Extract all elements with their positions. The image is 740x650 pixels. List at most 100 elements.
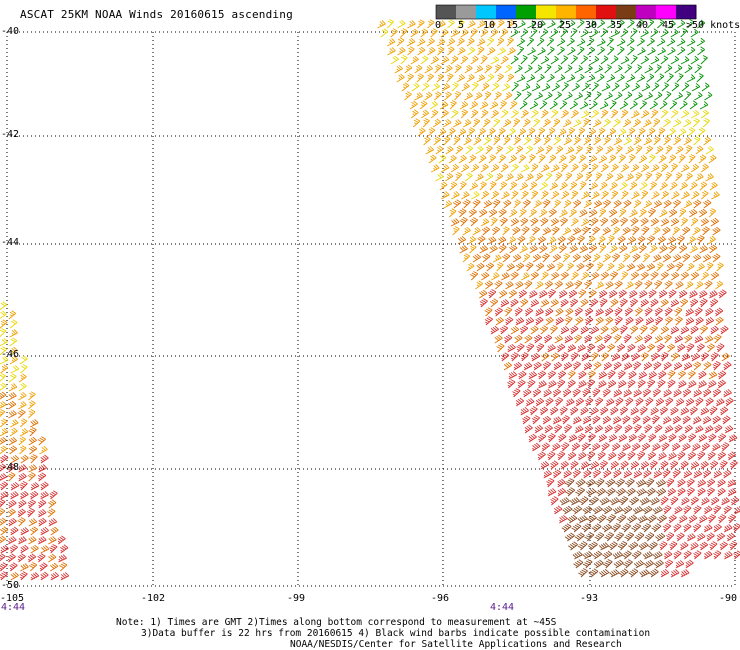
wind-barb [630,163,640,173]
wind-barb [508,371,518,380]
wind-barb [586,37,595,47]
wind-barb [9,562,18,572]
wind-barb [601,442,610,452]
wind-barb [650,109,659,119]
wind-barb [37,553,46,563]
wind-barb [47,508,56,518]
wind-barb [577,515,588,524]
wind-barb [704,505,713,515]
wind-barb [681,496,690,506]
wind-barb [619,244,628,254]
wind-barb [533,361,542,371]
wind-barb [412,118,421,128]
wind-barb [658,370,667,380]
wind-barb [585,172,593,182]
wind-barb [718,289,727,299]
wind-barb [27,553,37,563]
wind-barb [8,373,17,383]
wind-barb [535,146,545,155]
wind-barb [60,572,70,581]
wind-barb [592,550,603,560]
wind-barb [627,19,635,29]
wind-barb [644,92,653,101]
wind-barb [656,343,665,353]
wind-barb [639,406,648,416]
wind-barb [490,56,500,65]
wind-barb [599,181,608,191]
wind-barb [664,91,672,101]
wind-barb [442,118,452,128]
wind-barb [60,544,69,554]
wind-barb [648,154,656,164]
wind-barb [454,90,462,101]
wind-barb [660,163,669,173]
wind-barb [19,571,28,581]
wind-barb [629,100,638,110]
wind-barb [723,469,732,479]
wind-barb [557,128,567,137]
wind-barb [547,451,556,461]
wind-barb [613,137,623,146]
wind-barb [18,464,28,473]
wind-barb [642,505,653,515]
wind-barb [627,451,636,461]
wind-barb [479,181,487,191]
wind-barb [466,262,475,272]
wind-barb [602,505,613,515]
wind-barb [657,19,665,29]
wind-barb [531,415,541,425]
wind-barb [602,388,611,398]
wind-barb [479,101,489,110]
wind-barb [527,127,536,137]
wind-barb [0,328,7,338]
wind-barb [715,280,724,290]
wind-barb [28,391,36,401]
wind-barb [569,497,580,506]
wind-barb [0,319,8,329]
wind-barb [590,325,600,335]
graticule [6,31,736,587]
wind-barb [648,289,657,299]
wind-barb [690,325,699,335]
wind-barb [695,145,704,155]
wind-barb [632,415,641,425]
wind-barb [559,181,568,191]
wind-barb [664,64,673,74]
wind-barb [554,91,562,101]
wind-barb [20,527,29,536]
wind-barb [558,244,567,254]
wind-barb [513,136,521,146]
wind-barb [538,380,547,389]
wind-barb [541,252,550,263]
wind-barb [572,119,582,128]
wind-barb [480,28,489,38]
wind-barb [581,442,590,452]
wind-barb [568,434,578,443]
wind-barb [536,37,545,47]
wind-barb [480,163,489,173]
wind-barb [416,73,424,83]
wind-barb [677,46,686,56]
wind-barb [610,325,619,335]
wind-barb [630,406,639,416]
wind-barb [511,82,519,92]
lon-label-90: -90 [719,593,738,604]
wind-barb [543,388,552,398]
wind-barb [498,154,506,164]
wind-barb [620,109,629,119]
wind-barb [567,127,576,137]
wind-barb [704,550,713,560]
wind-barb [472,118,481,128]
wind-barb [547,20,556,29]
wind-barb [673,388,682,398]
wind-barb [596,38,606,47]
wind-barb [582,559,593,569]
wind-barb [487,127,496,137]
wind-barb [665,145,673,155]
wind-barb [28,464,38,473]
wind-barb [631,523,642,533]
wind-barb [572,361,582,371]
wind-barb [717,487,726,497]
wind-barb [608,433,618,443]
wind-barb [517,127,527,137]
